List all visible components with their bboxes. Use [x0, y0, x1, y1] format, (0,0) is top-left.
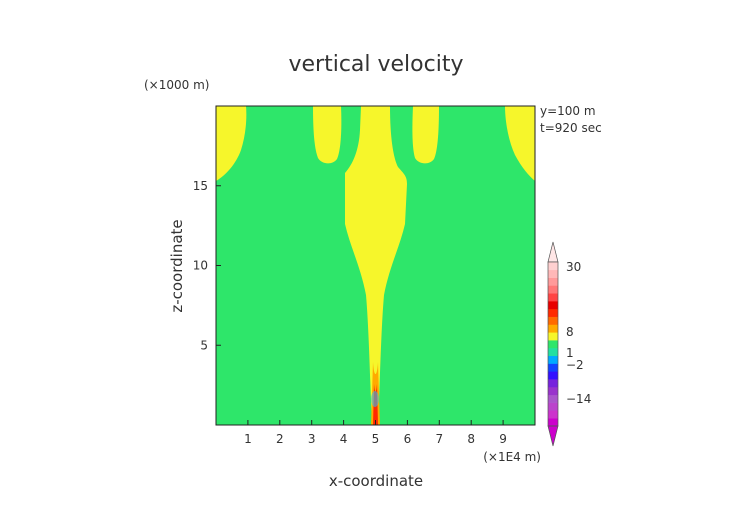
colorbar-swatch: [548, 363, 558, 372]
x-axis-ticks: 1 2 3 4 5 6 7 8 9: [244, 420, 507, 446]
y-axis-label: z-coordinate: [168, 219, 186, 312]
colorbar-swatch: [548, 355, 558, 364]
x-tick-label: 2: [276, 432, 284, 446]
y-axis-ticks: 5 10 15: [193, 179, 221, 352]
colorbar-swatch: [548, 347, 558, 357]
colorbar-swatch: [548, 386, 558, 396]
colorbar-label: 30: [566, 260, 581, 274]
colorbar-swatch: [548, 293, 558, 302]
colorbar-swatch: [548, 277, 558, 286]
annotation-y: y=100 m: [540, 104, 596, 118]
updraft-lobe-left: [313, 106, 342, 164]
y-tick-label: 5: [200, 338, 208, 352]
x-tick-label: 6: [404, 432, 412, 446]
colorbar-label: −2: [566, 358, 584, 372]
y-tick-label: 15: [193, 179, 208, 193]
colorbar-label: 1: [566, 346, 574, 360]
updraft-column: [345, 106, 407, 425]
colorbar-frame: [547, 261, 559, 427]
y-tick-label: 10: [193, 259, 208, 273]
colorbar-swatch: [548, 371, 558, 380]
annotation-t: t=920 sec: [540, 121, 602, 135]
x-tick-label: 5: [372, 432, 380, 446]
updraft-right-corner: [505, 106, 535, 181]
x-tick-label: 7: [435, 432, 443, 446]
colorbar-swatch: [548, 301, 558, 310]
x-tick-label: 1: [244, 432, 252, 446]
colorbar-swatch: [548, 308, 558, 317]
x-scale-label: (×1E4 m): [483, 450, 541, 464]
downdraft-spot: [371, 391, 379, 407]
updraft-left-corner: [216, 106, 247, 181]
colorbar-swatch: [548, 418, 558, 427]
colorbar-swatch: [548, 262, 558, 271]
colorbar-label: 8: [566, 325, 574, 339]
x-axis-label: x-coordinate: [329, 472, 423, 490]
updraft-lobe-right: [412, 106, 439, 164]
x-tick-label: 3: [308, 432, 316, 446]
chart-title: vertical velocity: [288, 52, 463, 77]
y-scale-label: (×1000 m): [144, 78, 209, 92]
colorbar-swatch: [548, 394, 558, 403]
colorbar-swatch: [548, 316, 558, 325]
plot-area: [215, 105, 536, 426]
x-tick-label: 8: [467, 432, 475, 446]
colorbar-top-arrow: [547, 241, 559, 263]
colorbar-swatch: [548, 269, 558, 278]
colorbar-swatch: [548, 410, 558, 419]
colorbar-swatch: [548, 402, 558, 411]
colorbar-swatch: [548, 324, 558, 333]
x-tick-label: 4: [340, 432, 348, 446]
x-tick-label: 9: [499, 432, 507, 446]
colorbar: 30 8 1−2 −14: [547, 241, 591, 447]
colorbar-swatch: [548, 340, 558, 349]
colorbar-swatch: [548, 332, 558, 341]
colorbar-bottom-arrow: [547, 425, 559, 447]
colorbar-swatch: [548, 379, 558, 388]
colorbar-swatch: [548, 285, 558, 294]
colorbar-label: −14: [566, 392, 591, 406]
